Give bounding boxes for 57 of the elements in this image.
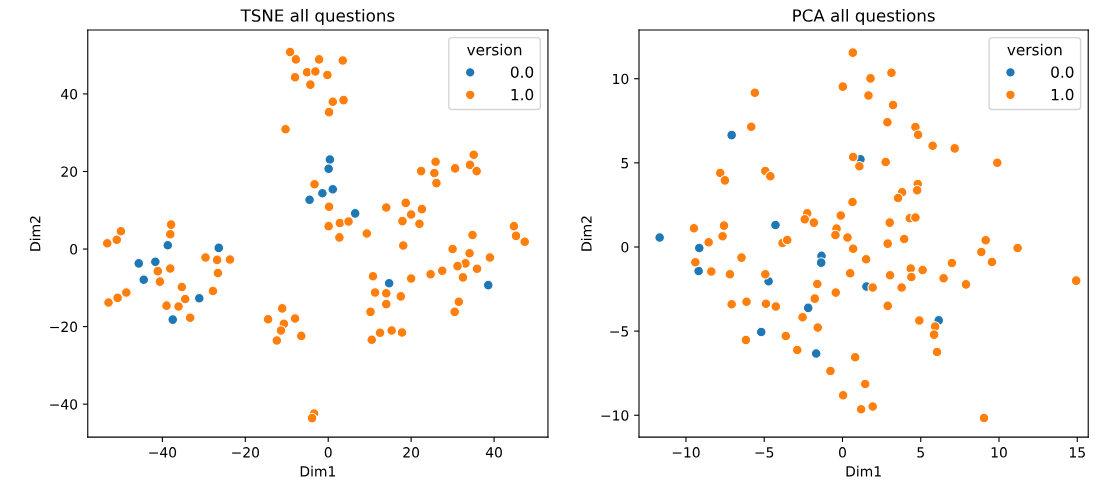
x-tick-label: 0 — [838, 447, 846, 458]
point — [162, 239, 174, 251]
legend-label: 0.0 — [1051, 66, 1074, 78]
chart-title: TSNE all questions — [240, 8, 395, 26]
point — [815, 257, 827, 268]
chart-title: PCA all questions — [793, 8, 935, 26]
legend-label: 1.0 — [1051, 88, 1074, 101]
y-tick-label: 0 — [621, 241, 629, 253]
y-tick-label: −20 — [50, 321, 78, 333]
y-axis-title: Dim2 — [29, 216, 41, 251]
point — [802, 302, 814, 314]
y-tick-label: −40 — [50, 399, 78, 410]
point — [383, 277, 395, 289]
x-tick-label: 20 — [403, 447, 420, 458]
x-tick-label: 5 — [917, 447, 924, 458]
y-tick-label: 0 — [70, 244, 78, 255]
x-tick-label: −40 — [149, 447, 177, 458]
point — [755, 326, 767, 338]
y-tick-label: −10 — [601, 410, 629, 421]
legend-label: 0.0 — [510, 66, 534, 78]
x-tick-label: 40 — [485, 447, 502, 458]
point — [193, 292, 205, 304]
point — [770, 219, 781, 231]
x-axis-title: Dim1 — [300, 465, 336, 477]
point — [693, 242, 705, 254]
x-tick-label: 15 — [1069, 447, 1085, 458]
x-tick-label: −5 — [755, 447, 774, 458]
point — [138, 274, 150, 286]
point — [304, 194, 315, 206]
y-tick-label: −5 — [610, 326, 629, 337]
legend-title: version — [1007, 43, 1062, 56]
point — [327, 183, 339, 195]
point — [167, 314, 179, 325]
point — [133, 258, 145, 269]
point — [349, 208, 361, 219]
point — [654, 232, 665, 243]
point — [693, 265, 704, 277]
x-axis-title: Dim1 — [846, 465, 881, 477]
x-tick-label: 0 — [324, 447, 332, 458]
point — [810, 348, 822, 359]
legend-label: 1.0 — [511, 88, 534, 101]
y-tick-label: 20 — [61, 166, 78, 177]
point — [726, 129, 737, 141]
point — [213, 242, 225, 254]
legend-title: version — [467, 43, 522, 56]
point — [324, 154, 336, 165]
point — [323, 163, 334, 175]
x-tick-label: 10 — [991, 447, 1007, 458]
point — [150, 256, 161, 268]
y-tick-label: 5 — [621, 158, 629, 169]
y-axis-title: Dim2 — [580, 216, 592, 251]
y-tick-label: 40 — [61, 88, 78, 100]
point — [317, 187, 328, 199]
x-tick-label: −10 — [672, 447, 700, 458]
point — [482, 279, 494, 291]
x-tick-label: −20 — [232, 447, 260, 458]
y-tick-label: 10 — [613, 73, 629, 85]
